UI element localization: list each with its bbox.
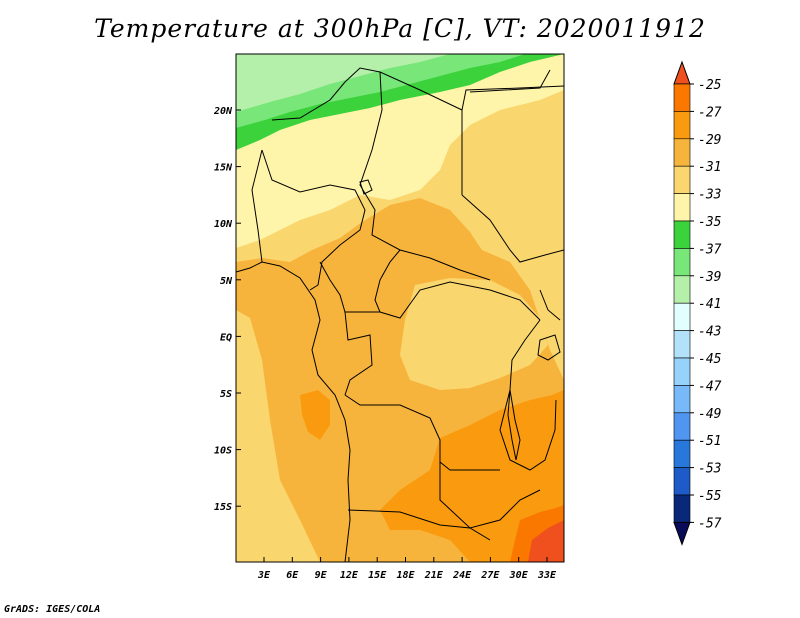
lat-tick-label: EQ — [220, 332, 232, 343]
colorbar-label: -37 — [698, 242, 722, 257]
colorbar-label: -27 — [698, 105, 722, 120]
lat-tick-label: 15N — [214, 163, 233, 174]
footer-credit: GrADS: IGES/COLA — [4, 604, 101, 615]
colorbar-swatch — [673, 138, 691, 167]
lon-tick-label: 3E — [257, 570, 271, 581]
colorbar-label: -33 — [698, 188, 721, 203]
colorbar-swatch — [673, 275, 691, 304]
border-angola-namibia — [347, 509, 491, 541]
colorbar-label: -51 — [698, 434, 721, 449]
colorbar-label: -31 — [698, 160, 721, 175]
colorbar-swatch — [673, 494, 691, 523]
colorbar-bottom-triangle — [673, 521, 691, 546]
country-borders — [236, 67, 564, 562]
colorbar-swatch — [673, 330, 691, 359]
lake-chad — [359, 179, 373, 195]
colorbar-label: -41 — [698, 297, 721, 312]
colorbar-swatch — [673, 385, 691, 414]
colorbar-label: -29 — [698, 133, 721, 148]
colorbar-swatch — [673, 439, 691, 468]
lon-tick-label: 9E — [315, 570, 328, 581]
lake-tanganyika — [507, 389, 521, 461]
border-niger-chad — [271, 67, 463, 195]
lon-tick-label: 24E — [452, 570, 472, 581]
colorbar-top-triangle — [673, 60, 691, 85]
lon-tick-label: 30E — [509, 570, 529, 581]
latitude-axis: 20N 15N 10N 5N EQ 5S 10S 15S — [213, 106, 241, 513]
lon-tick-label: 18E — [396, 570, 415, 581]
border-chad-car — [359, 71, 491, 281]
colorbar-label: -57 — [698, 516, 722, 531]
lon-tick-label: 27E — [480, 570, 500, 581]
colorbar: -25 -27 -29 -31 -33 -35 -37 -39 -41 -43 -45 -47 -49 -… — [673, 60, 722, 546]
temperature-field — [236, 54, 564, 562]
longitude-axis: 3E 6E 9E 12E 15E 18E 21E 24E 27E 30E 33E — [257, 557, 557, 581]
colorbar-swatch — [673, 467, 691, 496]
colorbar-swatch — [673, 83, 691, 112]
border-kenya — [539, 289, 561, 321]
colorbar-label: -49 — [698, 407, 721, 422]
colorbar-swatch — [673, 357, 691, 386]
field-band-m25 — [528, 520, 564, 562]
lat-tick-label: 15S — [214, 502, 232, 513]
colorbar-label: -53 — [698, 462, 721, 477]
border-drc-angola — [344, 394, 500, 471]
colorbar-swatch — [673, 165, 691, 194]
border-nigeria — [261, 149, 366, 291]
colorbar-swatch — [673, 193, 691, 222]
coastline-west — [236, 261, 351, 562]
colorbar-label: -43 — [698, 325, 721, 340]
border-drc-east — [499, 319, 557, 471]
colorbar-swatch — [673, 248, 691, 277]
field-band-m33-west — [236, 310, 320, 562]
colorbar-label: -35 — [698, 215, 722, 230]
colorbar-label: -45 — [698, 352, 722, 367]
lat-tick-label: 5N — [220, 276, 233, 287]
colorbar-swatch — [673, 302, 691, 331]
lat-tick-label: 5S — [220, 389, 232, 400]
colorbar-label: -55 — [698, 489, 722, 504]
field-band-m41 — [236, 54, 450, 112]
border-zambia — [439, 462, 541, 529]
lat-tick-label: 20N — [213, 106, 233, 117]
chart-title: Temperature at 300hPa [C], VT: 202001191… — [94, 14, 706, 43]
lake-victoria — [537, 334, 561, 361]
lon-tick-label: 33E — [537, 570, 557, 581]
lat-tick-label: 10N — [214, 219, 233, 230]
lon-tick-label: 21E — [424, 570, 444, 581]
colorbar-label: -47 — [698, 379, 722, 394]
border-benin-togo — [251, 149, 263, 263]
border-sudan-south — [461, 194, 564, 263]
border-chad-sudan — [461, 85, 564, 111]
lat-tick-label: 10S — [214, 446, 232, 457]
border-congo — [344, 311, 373, 396]
colorbar-swatch — [673, 412, 691, 441]
field-band-m29-spot — [300, 390, 330, 440]
nile-coast-east — [469, 69, 551, 93]
colorbar-swatch — [673, 220, 691, 249]
field-band-m33-pocket — [400, 278, 548, 390]
lon-tick-label: 6E — [286, 570, 299, 581]
map-frame — [235, 53, 565, 563]
colorbar-label: -25 — [698, 78, 722, 93]
colorbar-swatch — [673, 111, 691, 140]
lon-tick-label: 15E — [368, 570, 387, 581]
lon-tick-label: 12E — [340, 570, 359, 581]
colorbar-label: -39 — [698, 270, 721, 285]
border-car-drc — [379, 281, 541, 321]
